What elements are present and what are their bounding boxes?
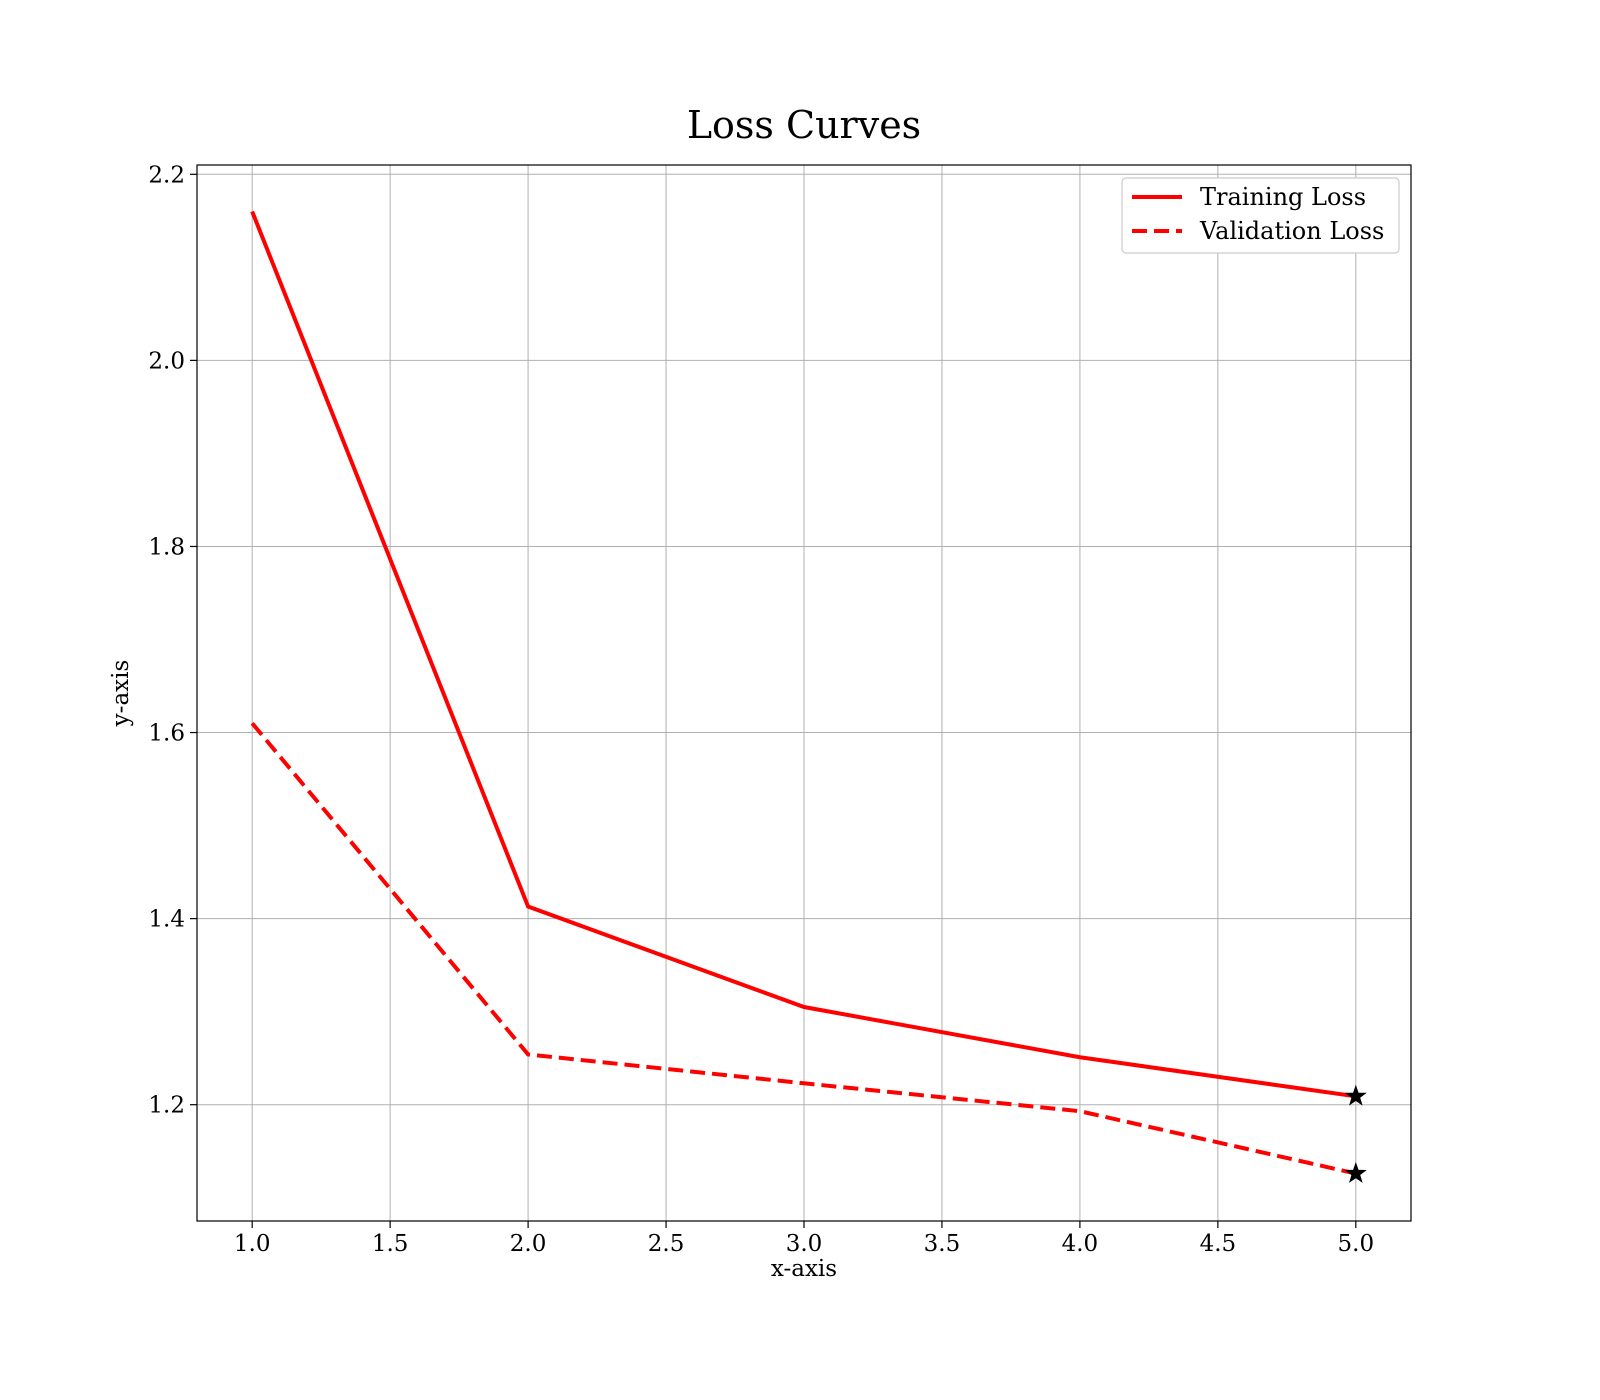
series-line-validation-loss — [250, 721, 1357, 1176]
legend-box — [1121, 177, 1400, 254]
x-tick-label: 1.0 — [234, 1231, 271, 1257]
y-tick-label: 1.6 — [148, 721, 185, 747]
end-marker-star-training-loss — [1344, 1084, 1367, 1106]
y-tick-label: 1.4 — [148, 907, 185, 933]
x-tick-label: 1.5 — [372, 1231, 409, 1257]
chart-title: Loss Curves — [687, 103, 921, 147]
x-tick-label: 4.5 — [1200, 1231, 1237, 1257]
y-axis-ticks: 1.2 1.4 1.6 1.8 2.0 2.2 — [148, 162, 197, 1119]
x-axis-ticks: 1.0 1.5 2.0 2.5 3.0 3.5 4.0 4.5 5.0 — [234, 1221, 1374, 1257]
y-tick-label: 2.0 — [148, 348, 185, 374]
x-tick-label: 3.5 — [924, 1231, 961, 1257]
x-tick-label: 2.0 — [510, 1231, 547, 1257]
x-tick-label: 5.0 — [1338, 1231, 1375, 1257]
end-markers — [1344, 1084, 1367, 1183]
x-axis-label: x-axis — [771, 1256, 837, 1282]
series-line-training-loss — [250, 210, 1357, 1099]
legend-label-validation-loss: Validation Loss — [1199, 217, 1384, 245]
y-tick-label: 2.2 — [148, 162, 185, 188]
x-tick-label: 3.0 — [786, 1231, 823, 1257]
x-tick-label: 4.0 — [1062, 1231, 1099, 1257]
y-tick-label: 1.2 — [148, 1093, 185, 1119]
data-series — [250, 210, 1357, 1176]
end-marker-star-validation-loss — [1344, 1162, 1367, 1183]
y-tick-label: 1.8 — [148, 534, 185, 560]
legend-label-training-loss: Training Loss — [1200, 183, 1366, 211]
x-tick-label: 2.5 — [648, 1231, 685, 1257]
grid-lines — [197, 165, 1411, 1221]
y-axis-label: y-axis — [108, 660, 134, 728]
legend: Training Loss Validation Loss — [1121, 177, 1400, 254]
